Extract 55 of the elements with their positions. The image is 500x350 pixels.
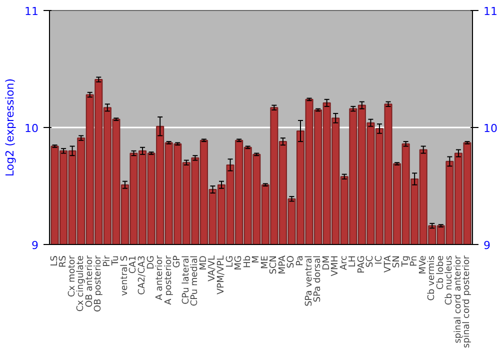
x-tick-label: Cx cingulate [76, 255, 86, 312]
y-tick-label: 9 [32, 239, 38, 252]
x-tick-label: MVe [418, 255, 428, 274]
y-tick-label: 10 [24, 122, 39, 135]
x-tick-label: OB posterior [94, 255, 104, 312]
x-tick-label: CPu lateral [181, 255, 192, 304]
x-tick-label: MG [234, 255, 244, 270]
x-tick-label: spinal cord posterior [462, 255, 472, 348]
x-tick-label: VTA [383, 254, 394, 273]
x-tick-label: VA/VL [208, 255, 218, 282]
x-tick-label: Pir [102, 255, 112, 267]
x-tick-label: IC [374, 255, 384, 264]
x-tick-label: SPa dorsal [313, 255, 324, 302]
x-tick-label: Arc [339, 255, 350, 270]
y-axis-title: Log2 (expression) [4, 78, 17, 177]
x-tick-label: PAG [356, 255, 367, 274]
x-tick-label: MPA [278, 254, 288, 274]
x-tick-label: CA2/CA3 [138, 255, 148, 295]
x-tick-label: ventral S [120, 255, 130, 296]
x-tick-label: SC [366, 255, 376, 268]
x-tick-label: spinal cord anterior [453, 255, 464, 344]
x-tick-label: Cb nucleus [444, 255, 455, 306]
x-tick-label: Pn [410, 255, 420, 266]
x-tick-label: Tg [400, 255, 411, 268]
x-tick-label: A anterior [155, 255, 166, 300]
x-tick-label: VMH [330, 255, 341, 276]
x-tick-label: SO [286, 256, 297, 268]
x-tick-label: CA1 [128, 255, 139, 274]
x-tick-label: Tu [111, 255, 122, 266]
y2-tick-label: 9 [484, 239, 490, 252]
y2-tick-label: 10 [484, 122, 498, 135]
x-tick-label: SPa ventral [304, 255, 314, 306]
x-tick-label: Cb lobe [436, 255, 446, 290]
x-tick-label: Hb [242, 255, 253, 268]
x-tick-label: LS [50, 255, 60, 266]
x-tick-label: RS [58, 255, 69, 268]
y-tick-label: 11 [24, 5, 39, 18]
x-tick-label: Pa [295, 255, 306, 266]
x-tick-label: DM [322, 255, 332, 270]
y2-tick-label: 11 [484, 5, 498, 18]
x-tick-label: VPM/VPL [216, 255, 227, 294]
x-tick-label: A posterior [164, 255, 174, 305]
x-tick-label: M [252, 256, 262, 264]
x-tick-label: SN [392, 255, 402, 268]
x-tick-label: SCN [269, 255, 280, 274]
x-tick-label: MD [198, 255, 209, 270]
x-tick-label: CPu medial [190, 255, 200, 306]
x-tick-label: Cb vermis [427, 255, 438, 301]
x-tick-label: ME [260, 255, 270, 269]
x-tick-label: LH [348, 255, 358, 268]
x-tick-label: Cx motor [67, 255, 78, 297]
x-tick-label: OB anterior [84, 255, 95, 308]
x-tick-label: LG [225, 255, 236, 268]
x-tick-label: GP [172, 254, 183, 268]
x-tick-label: DG [146, 255, 156, 270]
